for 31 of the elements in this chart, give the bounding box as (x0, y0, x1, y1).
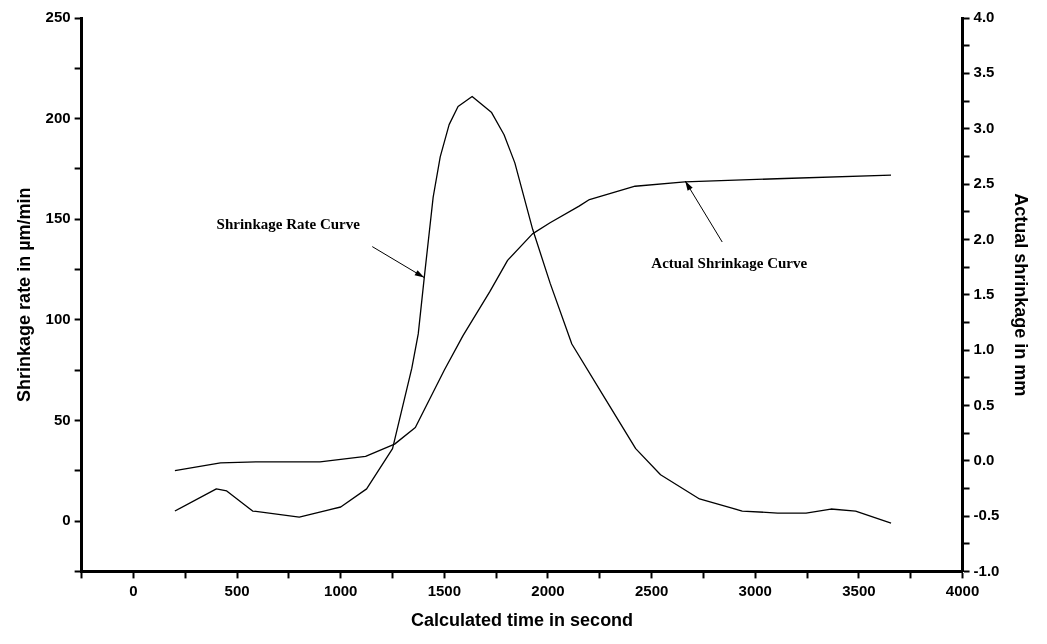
y2-tick-label: 2.0 (973, 229, 995, 247)
y-tick-label: 250 (45, 8, 71, 26)
y-tick-label: 150 (45, 209, 71, 227)
y-axis-title: Shrinkage rate in µm/min (13, 187, 34, 402)
x-tick-label: 3000 (738, 581, 772, 599)
y2-tick-label: 2.5 (973, 174, 995, 192)
y-tick-label: 200 (45, 108, 71, 126)
x-tick-label: 1500 (427, 581, 462, 599)
x-tick-label: 2000 (531, 581, 565, 599)
y2-tick-label: 0.0 (973, 450, 995, 468)
y-tick-label: 100 (45, 310, 71, 327)
annotation: Actual Shrinkage Curve (651, 254, 808, 271)
y2-tick-label: 1.5 (973, 284, 995, 302)
x-tick-label: 3500 (842, 581, 876, 599)
y-tick-label: 50 (53, 410, 71, 428)
y2-tick-label: 0.5 (973, 395, 995, 413)
x-tick-label: 500 (224, 581, 250, 599)
x-tick-label: 4000 (945, 581, 980, 599)
y2-tick-label: 4.0 (973, 8, 995, 26)
y2-tick-label: -0.5 (973, 506, 1000, 524)
y2-tick-label: 3.0 (973, 118, 995, 136)
annotation: Shrinkage Rate Curve (216, 216, 361, 233)
x-tick-label: 0 (129, 581, 138, 599)
x-axis-title: Calculated time in second (411, 610, 634, 631)
y2-tick-label: 3.5 (973, 63, 995, 81)
y2-tick-label: -1.0 (973, 561, 1000, 579)
y2-tick-label: 1.0 (973, 340, 995, 358)
x-tick-label: 2500 (634, 581, 669, 599)
y-tick-label: 0 (62, 511, 71, 529)
x-tick-label: 1000 (324, 581, 358, 599)
y2-axis-title: Actual shrinkage in mm (1011, 193, 1032, 397)
